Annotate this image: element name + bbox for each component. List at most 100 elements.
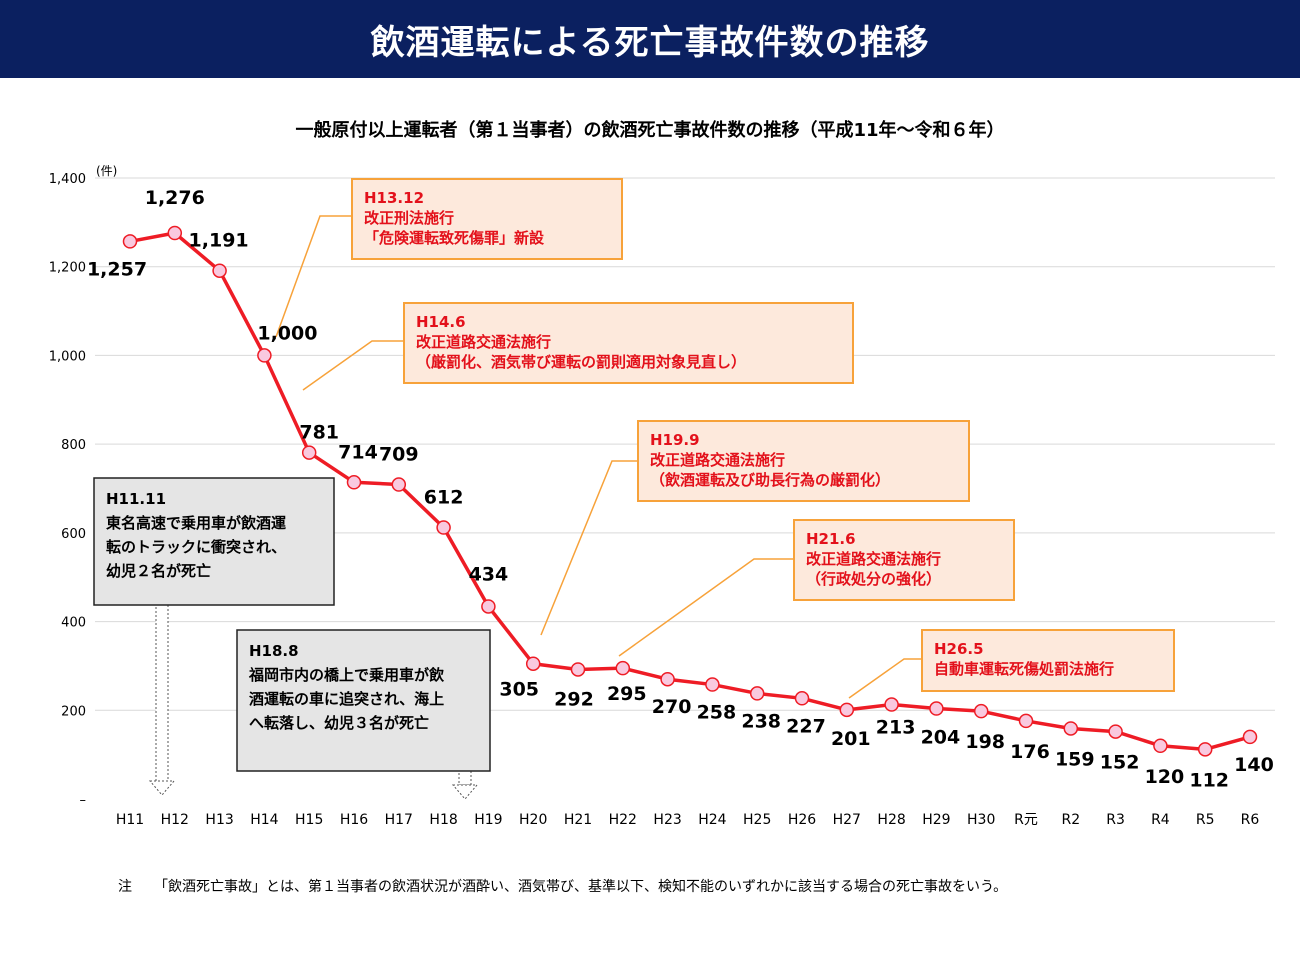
callout-leader bbox=[618, 558, 794, 657]
x-tick-label: H24 bbox=[698, 812, 726, 828]
x-tick-label: H25 bbox=[743, 812, 771, 828]
data-label: 714 bbox=[338, 441, 378, 463]
page-title-banner: 飲酒運転による死亡事故件数の推移 bbox=[0, 0, 1300, 78]
law-callout-line: 改正道路交通法施行 bbox=[806, 550, 941, 568]
data-point bbox=[929, 701, 944, 716]
y-tick-label: 400 bbox=[61, 616, 86, 631]
x-tick-label: H13 bbox=[205, 812, 233, 828]
data-label: 709 bbox=[379, 444, 419, 466]
law-callout-box bbox=[637, 420, 970, 502]
data-point bbox=[1197, 742, 1213, 757]
data-label: 213 bbox=[876, 717, 916, 739]
x-tick-label: H16 bbox=[340, 812, 368, 828]
law-callout-box bbox=[351, 178, 623, 260]
y-tick-label: 1,000 bbox=[49, 349, 86, 364]
data-point bbox=[973, 703, 989, 719]
data-label: 120 bbox=[1145, 766, 1185, 788]
data-point bbox=[436, 520, 451, 535]
data-label: 198 bbox=[965, 731, 1005, 753]
x-tick-label: H26 bbox=[788, 812, 816, 828]
data-point bbox=[122, 234, 138, 249]
data-label: 292 bbox=[554, 688, 594, 710]
incident-heading: H11.11 bbox=[106, 490, 166, 508]
law-callout-heading: H19.9 bbox=[650, 431, 700, 449]
data-label: 434 bbox=[469, 563, 509, 585]
incident-line: 転のトラックに衝突され、 bbox=[106, 538, 286, 556]
data-point bbox=[257, 348, 272, 363]
incident-line: 酒運転の車に追突され、海上 bbox=[249, 690, 444, 708]
data-point bbox=[660, 671, 675, 687]
law-callout-box bbox=[403, 302, 854, 384]
law-callout-line: 「危険運転致死傷罪」新設 bbox=[364, 229, 545, 247]
x-tick-label: H18 bbox=[429, 812, 457, 828]
data-point bbox=[212, 263, 227, 278]
data-label: 201 bbox=[831, 728, 871, 750]
chart-title: 一般原付以上運転者（第１当事者）の飲酒死亡事故件数の推移（平成11年～令和６年） bbox=[295, 120, 1005, 141]
footnote: 注 「飲酒死亡事故」とは、第１当事者の飲酒状況が酒酔い、酒気帯び、基準以下、検知不… bbox=[118, 876, 1007, 896]
x-tick-label: H12 bbox=[161, 812, 189, 828]
data-point bbox=[481, 599, 496, 614]
incident-arrowhead bbox=[451, 784, 479, 800]
incident-heading: H18.8 bbox=[249, 642, 299, 660]
law-callout-box bbox=[921, 629, 1175, 692]
data-label: 270 bbox=[652, 696, 692, 718]
x-tick-label: H29 bbox=[922, 812, 950, 828]
data-point bbox=[570, 662, 586, 677]
callout-leader bbox=[540, 460, 638, 636]
incident-arrow bbox=[155, 604, 169, 782]
x-tick-label: R6 bbox=[1241, 812, 1260, 828]
x-tick-label: H23 bbox=[653, 812, 681, 828]
law-callout-line: 改正道路交通法施行 bbox=[650, 451, 785, 469]
data-label: 305 bbox=[499, 679, 539, 701]
data-point bbox=[1018, 713, 1034, 729]
data-point bbox=[884, 697, 899, 712]
data-point bbox=[794, 691, 810, 706]
law-callout-heading: H13.12 bbox=[364, 189, 424, 207]
incident-line: へ転落し、幼児３名が死亡 bbox=[249, 714, 429, 732]
data-label: 1,000 bbox=[257, 322, 317, 344]
data-label: 1,257 bbox=[87, 258, 147, 280]
data-label: 238 bbox=[741, 710, 781, 732]
data-point bbox=[1153, 738, 1168, 754]
data-label: 258 bbox=[697, 702, 737, 724]
incident-line: 福岡市内の橋上で乗用車が飲 bbox=[248, 666, 445, 684]
data-label: 112 bbox=[1189, 769, 1229, 791]
data-label: 152 bbox=[1100, 752, 1140, 774]
data-point bbox=[839, 702, 855, 718]
data-label: 140 bbox=[1234, 754, 1274, 776]
data-point bbox=[1108, 724, 1123, 739]
data-label: 176 bbox=[1010, 741, 1050, 763]
footnote-lead: 注 bbox=[118, 879, 132, 895]
x-tick-label: H19 bbox=[474, 812, 502, 828]
incident-arrowhead bbox=[148, 780, 176, 796]
series-line bbox=[129, 231, 1251, 752]
data-point bbox=[391, 477, 407, 492]
law-callout-heading: H14.6 bbox=[416, 313, 466, 331]
incident-box bbox=[93, 477, 335, 606]
y-tick-label: – bbox=[80, 793, 87, 808]
y-tick-label: 1,400 bbox=[49, 172, 86, 187]
law-callout-line: 改正道路交通法施行 bbox=[416, 333, 551, 351]
data-label: 159 bbox=[1055, 748, 1095, 770]
law-callout-heading: H26.5 bbox=[934, 640, 984, 658]
incident-arrow bbox=[458, 770, 472, 786]
callout-leader bbox=[275, 215, 352, 338]
data-label: 295 bbox=[607, 683, 647, 705]
y-tick-label: 800 bbox=[61, 438, 86, 453]
data-label: 1,276 bbox=[145, 187, 205, 209]
data-point bbox=[525, 656, 541, 671]
law-callout-line: （厳罰化、酒気帯び運転の罰則適用対象見直し） bbox=[416, 353, 746, 371]
data-point bbox=[749, 686, 765, 701]
data-point bbox=[167, 225, 183, 241]
data-label: 227 bbox=[786, 715, 826, 737]
y-tick-label: 1,200 bbox=[49, 261, 86, 276]
x-tick-label: R2 bbox=[1061, 812, 1080, 828]
data-point bbox=[1063, 721, 1079, 736]
x-tick-label: H15 bbox=[295, 812, 323, 828]
data-point bbox=[301, 445, 317, 460]
data-point bbox=[346, 475, 362, 490]
law-callout-box bbox=[793, 519, 1015, 601]
footnote-text: 「飲酒死亡事故」とは、第１当事者の飲酒状況が酒酔い、酒気帯び、基準以下、検知不能… bbox=[154, 879, 1008, 895]
x-tick-label: R元 bbox=[1014, 812, 1038, 828]
